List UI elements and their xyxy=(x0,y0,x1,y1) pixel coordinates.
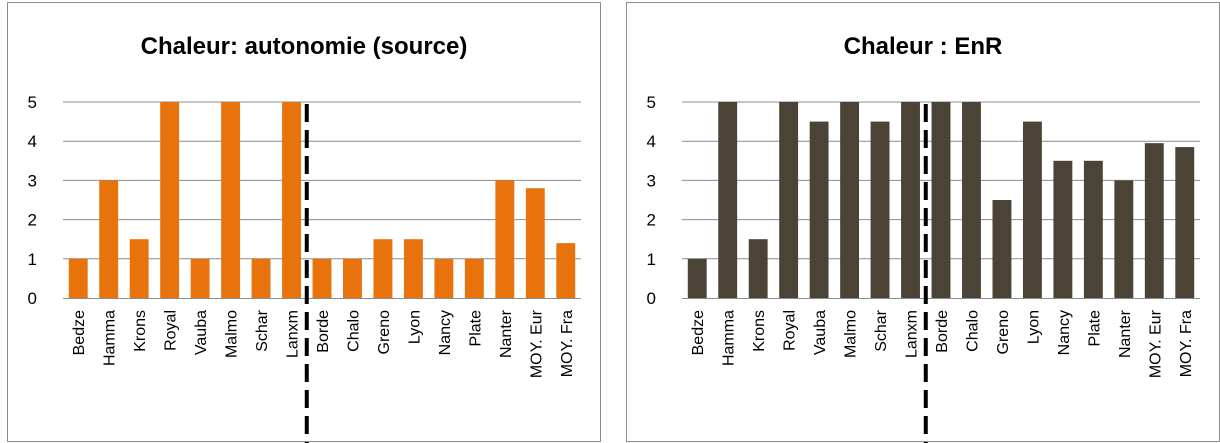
x-tick-label: Hamma xyxy=(721,310,738,366)
x-tick-label: Nancy xyxy=(1056,310,1073,355)
bar-moy-fra xyxy=(1175,147,1195,298)
x-tick-label: Chalo xyxy=(345,310,362,352)
bar-nancy xyxy=(434,258,454,298)
bar-lyon xyxy=(1022,121,1042,298)
y-tick-label: 0 xyxy=(647,289,656,308)
x-tick-label: Krons xyxy=(132,310,149,352)
bar-schar xyxy=(870,121,890,298)
x-tick-label: MOY. Fra xyxy=(1178,310,1195,377)
chart-title: Chaleur : EnR xyxy=(843,33,1003,60)
chart-svg: 0 1 2 3 4 5 Bedze Hamma Krons Royal Vauba Malmo Scha… xyxy=(647,93,1200,443)
x-tick-label: Borde xyxy=(315,310,332,353)
x-tick-label: MOY. Fra xyxy=(559,310,576,377)
y-tick-label: 2 xyxy=(28,211,37,230)
x-tick-label: MOY. Eur xyxy=(528,309,545,378)
bar-bedze xyxy=(687,258,707,298)
x-tick-label: Plate xyxy=(467,310,484,347)
x-tick-label: Lyon xyxy=(1025,310,1042,344)
y-tick-label: 5 xyxy=(28,93,37,112)
x-tick-label: Nanter xyxy=(498,309,515,358)
x-tick-label: Lanxm xyxy=(904,310,921,358)
y-tick-label: 2 xyxy=(647,211,656,230)
bar-plate xyxy=(464,258,484,298)
x-tick-label: Krons xyxy=(751,310,768,352)
bar-hamma xyxy=(99,180,119,298)
bar-nanter xyxy=(1114,180,1134,298)
bar-hamma xyxy=(718,102,738,298)
bar-nancy xyxy=(1053,160,1073,298)
x-tick-label: Royal xyxy=(163,310,180,351)
y-tick-label: 5 xyxy=(647,93,656,112)
y-tick-label: 1 xyxy=(28,250,37,269)
x-tick-label: Vauba xyxy=(812,310,829,355)
x-tick-label: Malmo xyxy=(224,310,241,358)
bar-royal xyxy=(779,102,799,298)
x-tick-label: Chalo xyxy=(964,310,981,352)
bar-chalo xyxy=(343,258,362,298)
x-tick-label: Schar xyxy=(873,309,890,351)
x-tick-label: Schar xyxy=(254,309,271,351)
chart-panel-enr: Chaleur : EnR 0 1 2 3 4 5 Bedze Hamma Krons Royal… xyxy=(626,2,1220,443)
bar-lanxm xyxy=(901,102,920,298)
x-tick-label: Plate xyxy=(1086,310,1103,347)
x-tick-label: Nanter xyxy=(1117,309,1134,358)
bar-bedze xyxy=(68,258,88,298)
y-tick-label: 0 xyxy=(28,289,37,308)
bar-lanxm xyxy=(282,102,301,298)
x-tick-label: Lyon xyxy=(406,310,423,344)
bar-krons xyxy=(748,239,768,298)
bar-malmo xyxy=(221,102,241,298)
x-tick-label: Bedze xyxy=(71,310,88,355)
x-tick-label: Greno xyxy=(376,310,393,355)
bar-borde xyxy=(312,258,332,298)
x-tick-label: MOY. Eur xyxy=(1147,309,1164,378)
bar-vauba xyxy=(809,121,829,298)
bar-greno xyxy=(373,239,393,298)
y-tick-label: 3 xyxy=(647,171,656,190)
bar-vauba xyxy=(190,258,210,298)
chart-svg: 0 1 2 3 4 5 Bedze Hamma Krons Royal Vauba Malmo Scha… xyxy=(28,93,581,443)
y-tick-label: 1 xyxy=(647,250,656,269)
bar-plate xyxy=(1083,160,1103,298)
x-tick-label: Hamma xyxy=(102,310,119,366)
y-tick-label: 4 xyxy=(28,132,37,151)
x-tick-label: Royal xyxy=(782,310,799,351)
x-tick-label: Malmo xyxy=(843,310,860,358)
x-tick-label: Borde xyxy=(934,310,951,353)
bar-greno xyxy=(992,200,1012,298)
bar-schar xyxy=(251,258,271,298)
y-tick-label: 3 xyxy=(28,171,37,190)
chart-panel-autonomie: Chaleur: autonomie (source) 0 1 2 3 4 5 Bedze H… xyxy=(7,2,601,443)
bar-moy-fra xyxy=(556,243,576,298)
x-tick-label: Greno xyxy=(995,310,1012,355)
x-tick-label: Nancy xyxy=(437,310,454,355)
bar-lyon xyxy=(403,239,423,298)
bar-chalo xyxy=(962,102,981,298)
bar-borde xyxy=(931,102,951,298)
chart-title: Chaleur: autonomie (source) xyxy=(140,33,468,60)
x-tick-label: Lanxm xyxy=(285,310,302,358)
bar-nanter xyxy=(495,180,515,298)
y-tick-label: 4 xyxy=(647,132,656,151)
bar-moy-eur xyxy=(525,188,545,298)
bar-royal xyxy=(160,102,180,298)
x-tick-label: Bedze xyxy=(690,310,707,355)
bar-malmo xyxy=(840,102,860,298)
bar-moy-eur xyxy=(1144,143,1164,298)
x-tick-label: Vauba xyxy=(193,310,210,355)
bar-krons xyxy=(129,239,149,298)
